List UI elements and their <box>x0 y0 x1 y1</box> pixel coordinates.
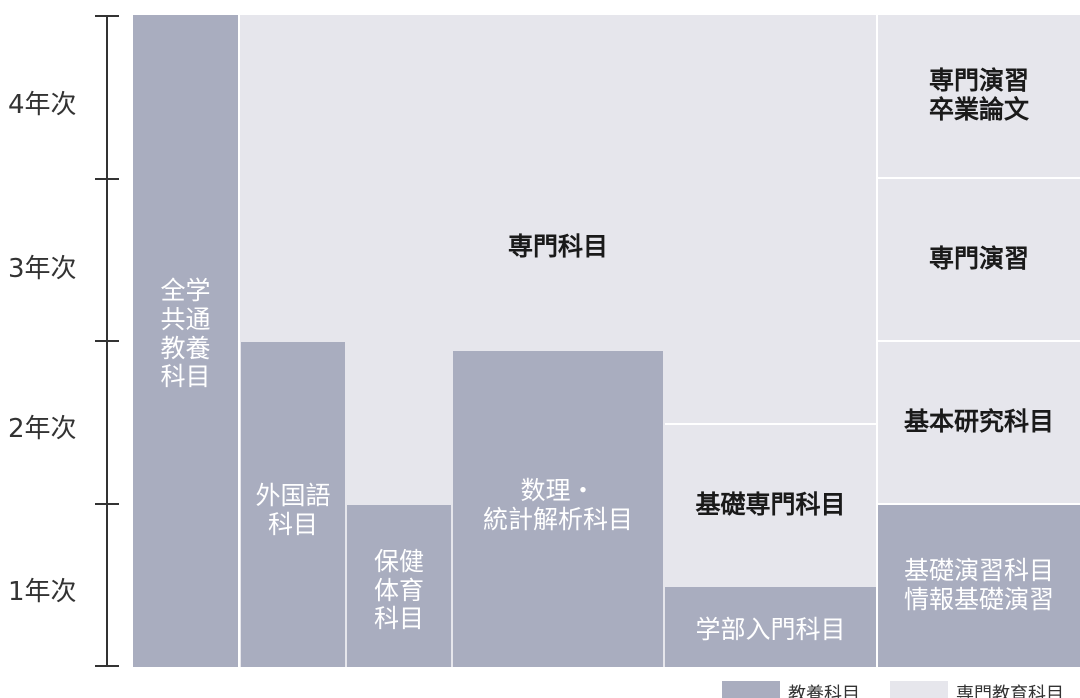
block-label: 数理・ <box>520 476 596 505</box>
block-label: 統計解析科目 <box>482 504 633 534</box>
year-label: 2年次 <box>8 414 77 444</box>
block-basic-seminar: 基礎演習科目 情報基礎演習 <box>878 505 1080 667</box>
block-label: 専門演習 <box>928 244 1029 274</box>
legend-swatch <box>890 681 948 698</box>
block-label: 共通 <box>160 304 211 334</box>
block-label: 科目 <box>373 604 424 634</box>
block-label: 科目 <box>160 362 211 392</box>
block-label: 情報基礎演習 <box>903 585 1054 614</box>
block-label: 専門科目 <box>507 232 608 261</box>
legend-swatch <box>722 681 780 698</box>
block-label: 保健 <box>373 546 424 576</box>
legend-label: 教養科目 <box>788 684 860 698</box>
legend-label: 専門教育科目 <box>956 684 1064 698</box>
block-seminar-thesis: 専門演習 卒業論文 <box>878 15 1080 177</box>
tick <box>95 503 119 505</box>
tick <box>95 340 119 342</box>
block-language: 外国語 科目 <box>241 342 345 667</box>
year-label: 4年次 <box>8 90 77 120</box>
year-label: 3年次 <box>8 254 77 284</box>
block-label: 体育 <box>373 575 424 605</box>
block-math: 数理・ 統計解析科目 <box>453 351 663 667</box>
block-label: 基礎演習科目 <box>903 556 1054 586</box>
block-health: 保健 体育 科目 <box>347 505 451 667</box>
block-general: 全学 共通 教養 科目 <box>133 15 238 667</box>
tick <box>95 665 119 667</box>
block-seminar: 専門演習 <box>878 179 1080 340</box>
block-label: 科目 <box>267 509 318 539</box>
block-label: 基本研究科目 <box>903 407 1054 437</box>
block-label: 専門演習 <box>928 66 1029 96</box>
block-basic-research: 基本研究科目 <box>878 342 1080 503</box>
block-intro: 学部入門科目 <box>665 587 876 667</box>
block-label: 基礎専門科目 <box>695 489 846 519</box>
tick <box>95 15 119 17</box>
block-label: 教養 <box>160 333 211 363</box>
block-label: 学部入門科目 <box>695 614 846 644</box>
block-label: 全学 <box>160 276 211 305</box>
block-label: 卒業論文 <box>928 95 1029 124</box>
year-label: 1年次 <box>8 577 77 607</box>
block-basic-major: 基礎専門科目 <box>665 423 876 585</box>
tick <box>95 178 119 180</box>
block-label: 外国語 <box>255 481 331 510</box>
